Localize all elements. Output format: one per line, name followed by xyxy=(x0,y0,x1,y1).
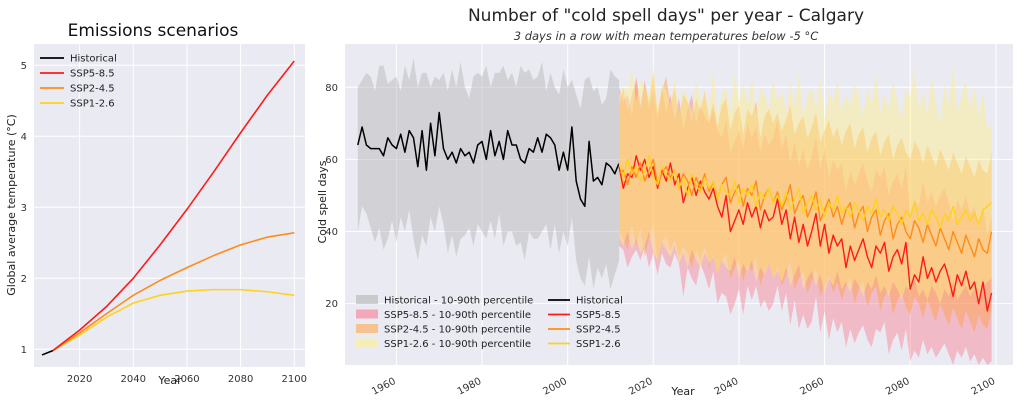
legend-label: SSP2-4.5 xyxy=(576,325,621,336)
chart-subtitle: 3 days in a row with mean temperatures b… xyxy=(514,29,819,43)
legend-label: SSP5-8.5 xyxy=(70,69,115,80)
y-tick-label: 4 xyxy=(21,132,27,143)
band-ssp1-2-6 xyxy=(619,65,992,304)
legend-label: SSP1-2.6 xyxy=(70,99,115,110)
x-axis-label: Year xyxy=(670,385,695,398)
y-tick-label: 40 xyxy=(325,227,338,238)
band-ssp5-8-5 xyxy=(619,76,992,365)
series-line-ssp2-4-5 xyxy=(52,232,295,352)
x-tick-label: 2040 xyxy=(121,374,146,385)
x-tick-label: 2060 xyxy=(798,376,826,398)
cold-spell-chart: Number of "cold spell days" per year - C… xyxy=(316,6,1013,398)
y-tick-label: 1 xyxy=(21,345,27,356)
y-tick-labels: 1 2 3 4 5 xyxy=(21,61,27,356)
x-tick-label: 2040 xyxy=(713,376,741,398)
emissions-chart: Emissions scenarios 2020 2040 2060 2080 2100… xyxy=(5,21,307,387)
gridlines xyxy=(34,44,305,367)
series-line-ssp5-8-5 xyxy=(618,155,993,312)
series-line-ssp1-2-6 xyxy=(52,288,295,352)
band-historical xyxy=(357,58,620,290)
chart-title: Number of "cold spell days" per year - C… xyxy=(468,6,864,26)
y-tick-label: 2 xyxy=(21,274,27,285)
x-tick-label: 1980 xyxy=(456,376,484,398)
series-line-ssp1-2-6 xyxy=(618,155,993,229)
y-tick-label: 80 xyxy=(325,83,338,94)
x-tick-label: 2080 xyxy=(884,376,912,398)
x-tick-label: 2000 xyxy=(541,376,569,398)
x-tick-label: 2020 xyxy=(67,374,92,385)
x-tick-label: 2100 xyxy=(970,376,998,398)
x-tick-label: 2100 xyxy=(282,374,307,385)
plot-area xyxy=(345,44,1013,365)
y-axis-label: Cold spell days xyxy=(316,160,329,243)
chart-title: Emissions scenarios xyxy=(68,21,239,41)
legend-label: Historical - 10-90th percentile xyxy=(384,296,533,307)
x-tick-label: 2060 xyxy=(174,374,199,385)
y-tick-label: 60 xyxy=(325,155,338,166)
gridlines xyxy=(345,44,1013,365)
series-lines xyxy=(357,111,993,312)
x-tick-label: 1960 xyxy=(370,376,398,398)
x-tick-label: 2080 xyxy=(228,374,253,385)
y-tick-label: 5 xyxy=(21,61,27,72)
legend-band-swatch xyxy=(356,338,378,348)
legend: Historical SSP5-8.5 SSP2-4.5 SSP1-2.6 xyxy=(40,54,117,110)
y-tick-labels: 20 40 60 80 xyxy=(325,83,338,310)
series-line-historical xyxy=(41,349,54,356)
legend: Historical - 10-90th percentile SSP5-8.5 … xyxy=(356,295,623,350)
legend-label: Historical xyxy=(576,296,623,307)
legend-label: SSP5-8.5 - 10-90th percentile xyxy=(384,310,531,321)
y-tick-label: 20 xyxy=(325,299,338,310)
band-ssp2-4-5 xyxy=(619,72,992,333)
x-tick-labels: 2020 2040 2060 2080 2100 xyxy=(67,374,307,385)
legend-label: SSP5-8.5 xyxy=(576,310,621,321)
series-lines xyxy=(41,60,295,356)
legend-band-swatch xyxy=(356,295,378,304)
y-axis-label: Global average temperature (°C) xyxy=(5,114,18,296)
percentile-bands xyxy=(357,58,992,365)
legend-band-swatch xyxy=(356,324,378,333)
x-axis-label: Year xyxy=(157,374,182,387)
legend-label: SSP2-4.5 - 10-90th percentile xyxy=(384,325,531,336)
legend-label: SSP2-4.5 xyxy=(70,84,115,95)
x-tick-label: 2020 xyxy=(627,376,655,398)
legend-label: Historical xyxy=(70,54,117,65)
legend-band-swatch xyxy=(356,309,378,319)
y-tick-label: 3 xyxy=(21,203,27,214)
legend-label: SSP1-2.6 - 10-90th percentile xyxy=(384,339,531,350)
series-line-historical xyxy=(357,111,620,208)
legend-label: SSP1-2.6 xyxy=(576,339,621,350)
series-line-ssp5-8-5 xyxy=(52,60,295,352)
